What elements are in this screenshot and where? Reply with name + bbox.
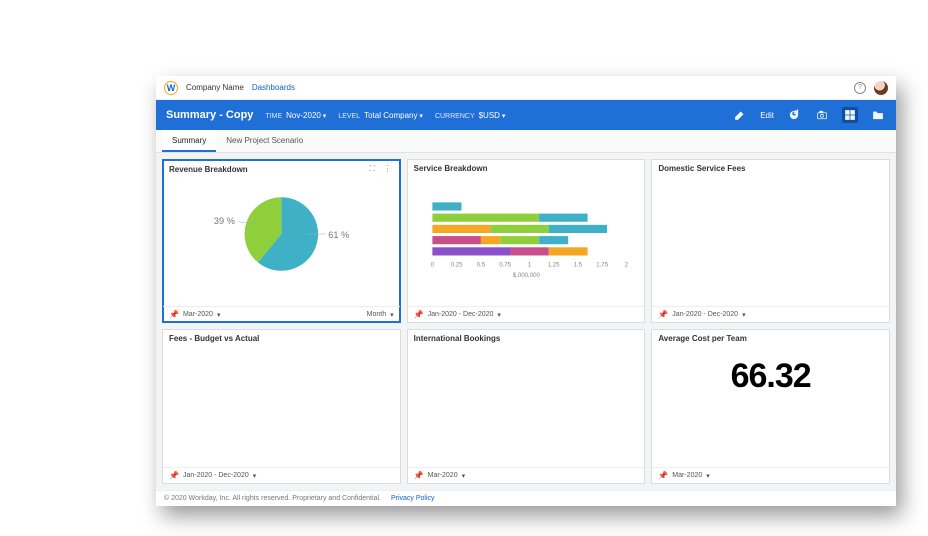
svg-text:$,000,000: $,000,000: [512, 272, 540, 279]
pin-icon[interactable]: 📌: [169, 310, 179, 319]
svg-text:2: 2: [624, 262, 628, 269]
pin-icon[interactable]: 📌: [658, 471, 668, 480]
card-title: Fees - Budget vs Actual: [169, 334, 259, 343]
folder-icon[interactable]: [870, 107, 886, 123]
foot-range[interactable]: Mar-2020: [183, 311, 213, 318]
card-domestic-fees[interactable]: Domestic Service Fees 📌 Jan-2020 - Dec-2…: [651, 159, 890, 323]
foot-granularity[interactable]: Month: [367, 311, 386, 318]
card-title: International Bookings: [414, 334, 501, 343]
foot-range[interactable]: Jan-2020 - Dec-2020: [428, 311, 494, 318]
card-service-breakdown[interactable]: Service Breakdown 0 0.25 0.5 0.75 1 1.25 1.5 1.…: [407, 159, 646, 323]
privacy-link[interactable]: Privacy Policy: [391, 495, 435, 502]
pin-icon[interactable]: 📌: [414, 310, 424, 319]
svg-text:0.25: 0.25: [450, 262, 462, 269]
context-bar: Summary - Copy TIMENov-2020 LEVELTotal C…: [156, 100, 896, 130]
topbar: W Company Name Dashboards ?: [156, 76, 896, 100]
copyright: © 2020 Workday, Inc. All rights reserved…: [164, 495, 381, 502]
grid-view-icon[interactable]: [842, 107, 858, 123]
card-title: Service Breakdown: [414, 164, 488, 173]
breadcrumb-link[interactable]: Dashboards: [252, 83, 295, 92]
svg-text:1.25: 1.25: [547, 262, 559, 269]
pin-icon[interactable]: 📌: [414, 471, 424, 480]
tabs: Summary New Project Scenario: [156, 130, 896, 153]
card-avg-cost[interactable]: Average Cost per Team 66.32 📌 Mar-2020▾: [651, 329, 890, 484]
foot-range[interactable]: Mar-2020: [672, 472, 702, 479]
pin-icon[interactable]: 📌: [169, 471, 179, 480]
more-icon[interactable]: ⋮: [384, 164, 394, 174]
filter-time[interactable]: TIMENov-2020: [265, 111, 326, 120]
card-revenue-breakdown[interactable]: Revenue Breakdown ⛶ ⋮ 61 %39 %DomesticIn…: [162, 159, 401, 323]
card-fees-budget-actual[interactable]: Fees - Budget vs Actual 📌 Jan-2020 - Dec…: [162, 329, 401, 484]
camera-icon[interactable]: [814, 107, 830, 123]
page-title: Summary - Copy: [166, 109, 253, 121]
tab-new-project[interactable]: New Project Scenario: [216, 130, 313, 152]
svg-text:1.5: 1.5: [573, 262, 582, 269]
svg-text:39 %: 39 %: [214, 216, 235, 226]
charts-grid: Revenue Breakdown ⛶ ⋮ 61 %39 %DomesticIn…: [156, 153, 896, 490]
filter-level[interactable]: LEVELTotal Company: [338, 111, 423, 120]
svg-text:61 %: 61 %: [328, 230, 349, 240]
filter-currency[interactable]: CURRENCY$USD: [435, 111, 505, 120]
user-avatar[interactable]: [874, 81, 888, 95]
svg-text:0.5: 0.5: [476, 262, 485, 269]
card-title: Average Cost per Team: [658, 334, 746, 343]
workday-logo-icon: W: [164, 81, 178, 95]
company-name: Company Name: [186, 83, 244, 92]
edit-button[interactable]: [732, 107, 748, 123]
foot-range[interactable]: Jan-2020 - Dec-2020: [183, 472, 249, 479]
app-window: W Company Name Dashboards ? Summary - Co…: [156, 76, 896, 506]
edit-label[interactable]: Edit: [760, 111, 774, 120]
foot-range[interactable]: Jan-2020 - Dec-2020: [672, 311, 738, 318]
help-icon[interactable]: ?: [854, 82, 866, 94]
svg-text:1: 1: [527, 262, 531, 269]
svg-text:0.75: 0.75: [499, 262, 511, 269]
foot-range[interactable]: Mar-2020: [428, 472, 458, 479]
refresh-icon[interactable]: [786, 107, 802, 123]
card-title: Domestic Service Fees: [658, 164, 745, 173]
pin-icon[interactable]: 📌: [658, 310, 668, 319]
svg-text:1.75: 1.75: [596, 262, 608, 269]
kpi-value: 66.32: [658, 347, 883, 396]
page-footer: © 2020 Workday, Inc. All rights reserved…: [156, 490, 896, 506]
tab-summary[interactable]: Summary: [162, 130, 216, 152]
svg-text:0: 0: [430, 262, 434, 269]
expand-icon[interactable]: ⛶: [370, 164, 380, 174]
card-intl-bookings[interactable]: International Bookings 📌 Mar-2020▾: [407, 329, 646, 484]
card-title: Revenue Breakdown: [169, 165, 248, 174]
